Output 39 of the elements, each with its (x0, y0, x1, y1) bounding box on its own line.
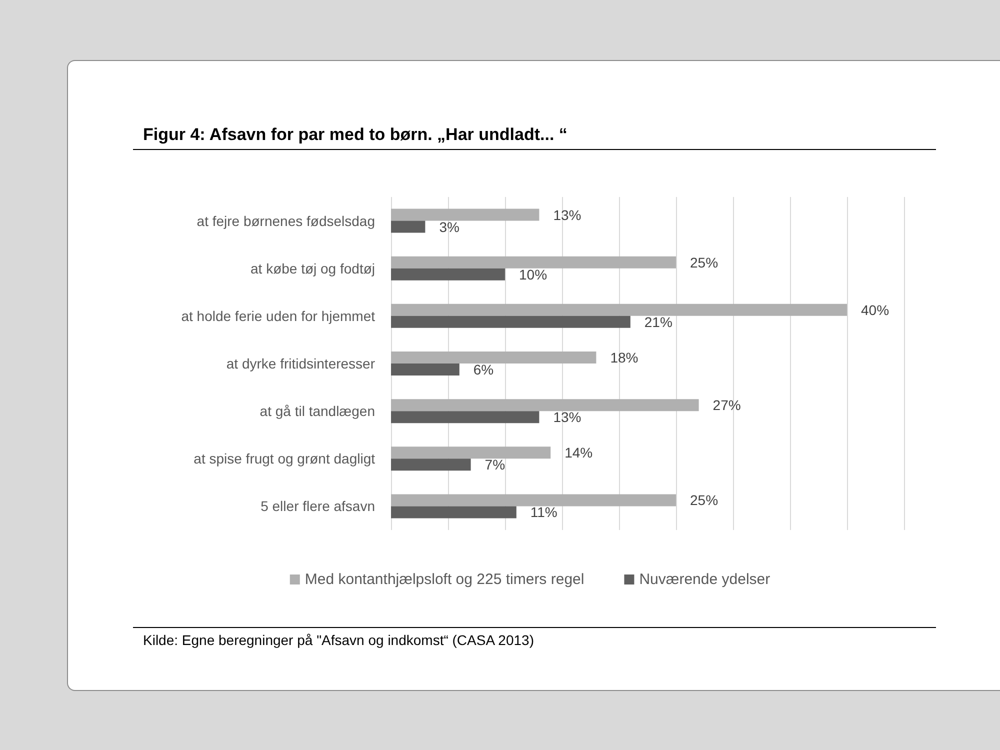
bar (391, 268, 505, 280)
data-label: 11% (530, 504, 558, 520)
data-label: 18% (610, 350, 638, 366)
chart-title: Figur 4: Afsavn for par med to børn. „Har undladt... “ (133, 124, 936, 150)
data-label: 21% (644, 314, 672, 330)
legend-label: Nuværende ydelser (639, 571, 770, 588)
data-label: 13% (553, 409, 582, 426)
y-tick-label: 5 eller flere afsavn (260, 498, 375, 514)
data-label: 6% (473, 362, 494, 378)
bar (391, 506, 516, 518)
data-label: 7% (484, 456, 506, 473)
bar (391, 364, 460, 376)
y-tick-label: at dyrke fritidsinteresser (226, 356, 376, 372)
bar (391, 304, 847, 316)
bar (391, 446, 551, 459)
data-label: 27% (712, 397, 741, 414)
y-tick-label: at holde ferie uden for hjemmet (181, 308, 376, 324)
bar (391, 458, 471, 471)
y-tick-label: at fejre børnenes fødselsdag (196, 212, 375, 229)
legend-label: Med kontanthjælpsloft og 225 timers regel (304, 571, 584, 588)
bar (391, 220, 426, 233)
data-label: 25% (690, 254, 718, 270)
bar (391, 208, 540, 221)
data-label: 13% (553, 206, 582, 223)
bar (391, 494, 676, 506)
bar (391, 399, 699, 412)
y-tick-label: at gå til tandlægen (260, 403, 375, 420)
data-label: 14% (564, 444, 593, 461)
bar (391, 352, 596, 364)
data-label: 10% (519, 266, 548, 282)
text: Kilde: Egne beregninger på "Afsavn og indkomst“ (CASA 2013) (133, 627, 936, 649)
y-tick-label: at spise frugt og grønt dagligt (194, 450, 376, 467)
bar (391, 316, 630, 328)
data-label: 25% (690, 492, 718, 508)
bar (391, 256, 676, 268)
y-tick-label: at købe tøj og fodtøj (250, 260, 375, 276)
data-label: 3% (439, 218, 460, 235)
data-label: 40% (861, 302, 890, 318)
bar (391, 411, 540, 424)
